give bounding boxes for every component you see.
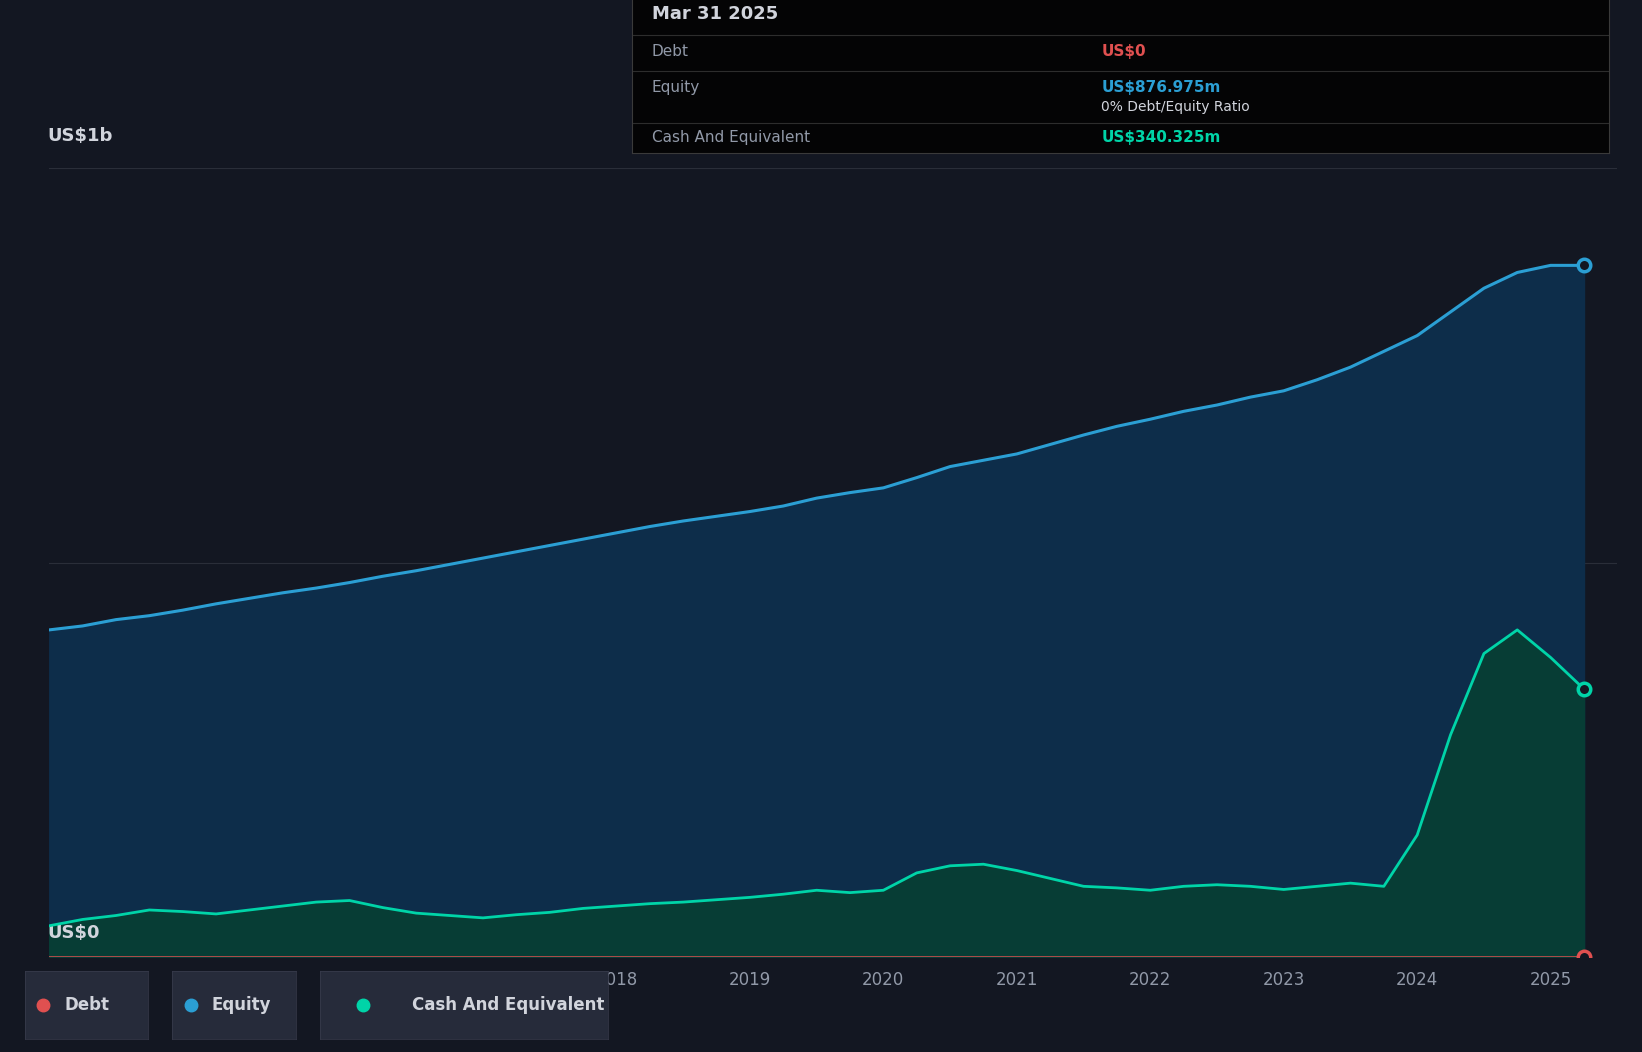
Text: Debt: Debt (64, 996, 108, 1014)
Text: Cash And Equivalent: Cash And Equivalent (652, 130, 810, 145)
Text: 0% Debt/Equity Ratio: 0% Debt/Equity Ratio (1102, 100, 1250, 114)
Text: US$876.975m: US$876.975m (1102, 80, 1220, 95)
Text: US$0: US$0 (1102, 44, 1146, 59)
Text: Mar 31 2025: Mar 31 2025 (652, 5, 778, 23)
Text: Equity: Equity (212, 996, 271, 1014)
Text: Cash And Equivalent: Cash And Equivalent (412, 996, 604, 1014)
Text: US$340.325m: US$340.325m (1102, 130, 1220, 145)
Text: US$0: US$0 (48, 924, 100, 942)
Text: Debt: Debt (652, 44, 688, 59)
Text: Equity: Equity (652, 80, 699, 95)
Text: US$1b: US$1b (48, 126, 113, 144)
